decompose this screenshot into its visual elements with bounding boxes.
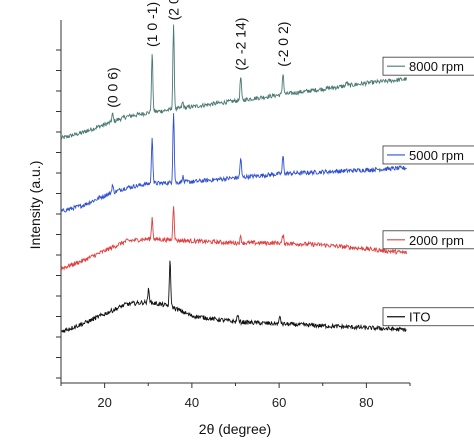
legend-entry-2: 2000 rpm [382, 230, 474, 250]
axis-ticks: 20 40 60 80 [56, 49, 411, 410]
legend-box [382, 145, 474, 165]
peak-label-2: (2 0 14) [166, 0, 182, 20]
legend-box [382, 56, 474, 76]
legend-label: 2000 rpm [409, 233, 464, 248]
peak-label-1: (1 0 -1) [144, 2, 160, 47]
series-line-8000-rpm [60, 24, 407, 141]
series-line-5000-rpm [60, 113, 407, 213]
legend-entry-3: ITO [382, 307, 474, 327]
x-tick-label-60: 60 [272, 395, 286, 410]
legend-entry-0: 8000 rpm [382, 56, 474, 76]
x-tick-label-40: 40 [185, 395, 199, 410]
y-axis-title: Intensity (a.u.) [27, 161, 43, 250]
legend: 8000 rpm 5000 rpm 2000 rpm ITO [382, 56, 474, 327]
series-line-ito [60, 260, 407, 333]
x-tick-label-20: 20 [97, 395, 111, 410]
series-line-2000-rpm [60, 206, 407, 271]
legend-box [382, 230, 474, 250]
legend-label: 5000 rpm [409, 148, 464, 163]
legend-entry-1: 5000 rpm [382, 145, 474, 165]
peak-label-3: (2 -2 14) [233, 18, 249, 71]
legend-label: ITO [409, 310, 430, 325]
legend-label: 8000 rpm [409, 59, 464, 74]
x-tick-label-80: 80 [359, 395, 373, 410]
x-axis-title: 2θ (degree) [199, 421, 271, 437]
peak-labels: (0 0 6) (1 0 -1) (2 0 14) (2 -2 14) (-2 0 2) [105, 0, 292, 108]
legend-box [382, 307, 474, 327]
series-layer [60, 24, 407, 333]
peak-label-0: (0 0 6) [105, 67, 121, 107]
peak-label-4: (-2 0 2) [275, 22, 291, 67]
